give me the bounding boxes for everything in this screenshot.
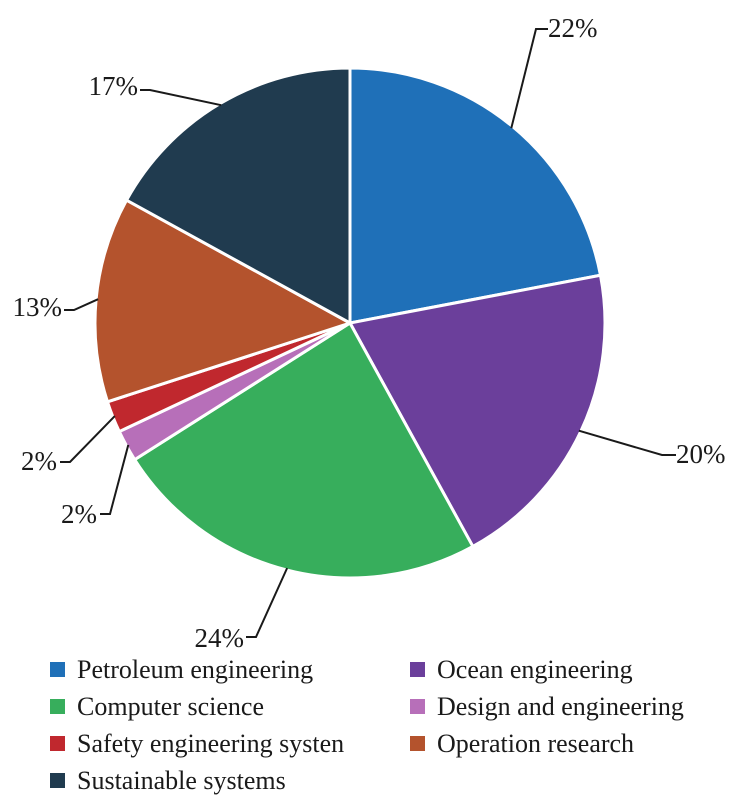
- percent-label-6: 13%: [13, 292, 63, 322]
- legend-label: Operation research: [437, 728, 635, 758]
- legend-item: Sustainable systems: [50, 763, 410, 798]
- legend-label: Design and engineering: [437, 691, 684, 721]
- percent-label-4: 2%: [61, 499, 97, 529]
- percent-label-5: 2%: [21, 446, 57, 476]
- leader-line-3: [246, 567, 289, 638]
- legend-item: Operation research: [410, 726, 740, 761]
- percent-labels: 22% 20% 24% 2%2% 13% 17%: [13, 13, 726, 653]
- pie-chart-svg: 22% 20% 24% 2%2% 13% 17%: [13, 13, 726, 653]
- legend-label: Petroleum engineering: [77, 654, 314, 684]
- leader-line-2: [578, 429, 676, 456]
- leader-line-7: [140, 89, 222, 107]
- legend-item: Computer science: [50, 689, 410, 724]
- legend-swatch: [50, 773, 65, 788]
- leader-line-4: [100, 444, 130, 515]
- legend-swatch: [50, 699, 65, 714]
- legend-swatch: [410, 662, 425, 677]
- percent-label-7: 17%: [89, 71, 139, 101]
- legend-swatch: [50, 662, 65, 677]
- percent-label-1: 22%: [548, 13, 598, 43]
- leader-line-6: [64, 298, 99, 311]
- percent-label-2: 20%: [676, 439, 726, 469]
- label-leader-lines: [60, 28, 676, 638]
- legend-label: Computer science: [77, 691, 264, 721]
- legend-label: Ocean engineering: [437, 654, 633, 684]
- legend-swatch: [410, 736, 425, 751]
- legend-swatch: [410, 699, 425, 714]
- legend-item: Safety engineering systen: [50, 726, 410, 761]
- legend-swatch: [50, 736, 65, 751]
- legend-item: Petroleum engineering: [50, 652, 410, 687]
- legend-item: Design and engineering: [410, 689, 740, 724]
- legend-label: Sustainable systems: [77, 765, 286, 795]
- leader-line-1: [510, 28, 548, 129]
- chart-legend: Petroleum engineering Ocean engineering Co…: [50, 652, 740, 798]
- pie-slices: [93, 66, 607, 580]
- pie-slice-sustainable-systems: [125, 66, 352, 325]
- legend-item: Ocean engineering: [410, 652, 740, 687]
- leader-line-5: [60, 415, 116, 463]
- percent-label-3: 24%: [195, 623, 245, 650]
- legend-label: Safety engineering systen: [77, 728, 345, 758]
